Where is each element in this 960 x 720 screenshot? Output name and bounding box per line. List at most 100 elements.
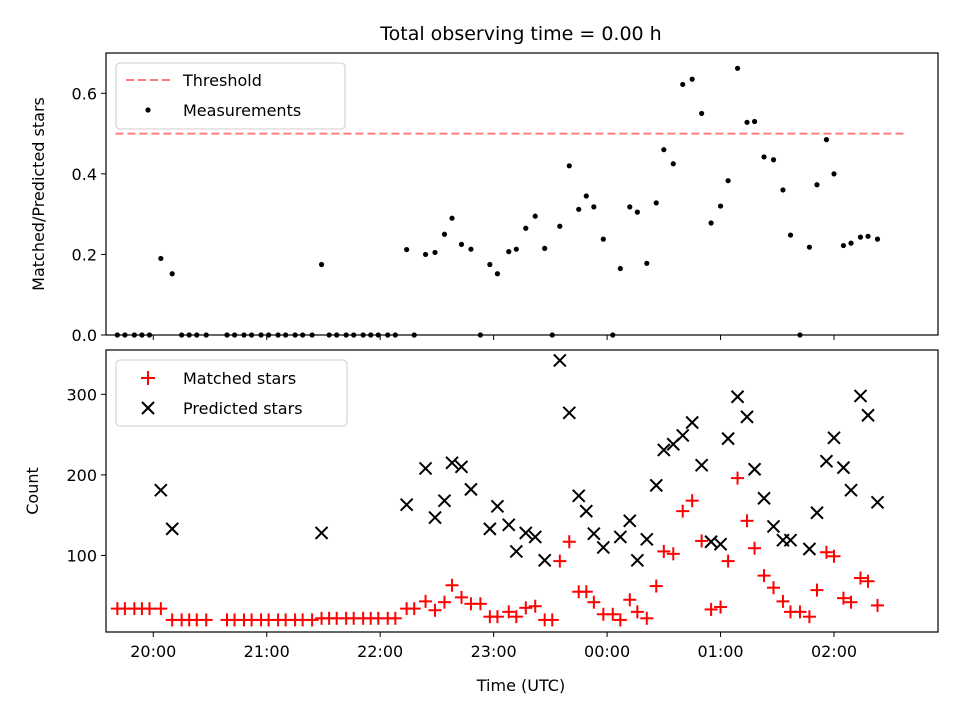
bottom-x-axis: 20:00 21:00 22:00 23:00 00:00 01:00 02:00: [130, 632, 857, 661]
measurement-point: [542, 245, 548, 251]
matched-star-point: [509, 610, 523, 624]
measurement-point: [761, 154, 767, 160]
matched-star-point: [579, 585, 593, 599]
measurement-point: [680, 81, 686, 88]
predicted-star-point: [861, 408, 875, 422]
predicted-star-point: [730, 390, 745, 404]
measurement-point: [169, 271, 175, 277]
measurement-point: [787, 232, 794, 238]
predicted-stars-legend-swatch: [141, 401, 155, 415]
predicted-star-point: [657, 443, 671, 457]
measurement-point: [708, 220, 714, 226]
bottom-legend-frame: [115, 359, 348, 427]
top-y-tick-label: 0.4: [72, 165, 97, 184]
bottom-x-tick-label: 21:00: [244, 642, 290, 661]
bottom-plot-area: [110, 353, 885, 627]
predicted-star-point: [165, 522, 179, 536]
bottom-y-tick-label: 300: [66, 385, 97, 404]
matched-star-point: [428, 603, 442, 617]
measurement-point: [523, 225, 529, 231]
predicted-star-point: [819, 454, 834, 468]
predicted-star-point: [613, 530, 628, 544]
predicted-star-point: [528, 530, 542, 544]
predicted-star-point: [579, 504, 593, 518]
measurement-point: [717, 203, 724, 209]
measurement-point: [441, 231, 448, 237]
measurement-point: [644, 260, 650, 266]
measurement-point: [458, 241, 465, 247]
measurement-point: [422, 251, 429, 258]
top-y-tick-label: 0.2: [72, 245, 97, 264]
predicted-stars-legend-label: Predicted stars: [183, 399, 303, 418]
measurement-point: [744, 119, 750, 125]
predicted-star-point: [464, 482, 478, 497]
matched-star-point: [740, 514, 754, 528]
top-plot-area: [114, 65, 906, 338]
measurement-point: [600, 236, 606, 242]
bottom-y-tick-label: 200: [66, 466, 97, 485]
top-legend: Threshold Measurements: [115, 62, 346, 130]
top-plot-frame: [105, 52, 939, 336]
matched-stars-legend-label: Matched stars: [183, 369, 296, 388]
predicted-star-point: [314, 526, 329, 540]
measurement-point: [627, 204, 633, 210]
matched-star-point: [819, 545, 833, 559]
matched-star-point: [454, 590, 468, 604]
top-y-tick-label: 0.6: [72, 84, 97, 103]
matched-star-point: [870, 598, 884, 612]
bottom-plot-frame: [105, 349, 939, 633]
predicted-star-point: [623, 514, 637, 528]
matched-star-point: [731, 471, 745, 485]
matched-star-point: [853, 571, 867, 585]
matched-star-point: [793, 605, 807, 619]
top-y-tick-label: 0.0: [72, 326, 97, 345]
bottom-x-tick-label: 02:00: [811, 642, 857, 661]
measurement-point: [806, 244, 813, 250]
measurement-point: [494, 271, 501, 277]
matched-star-point: [649, 579, 663, 593]
matched-star-point: [836, 591, 850, 605]
matched-star-point: [545, 613, 559, 627]
matched-star-point: [861, 574, 875, 588]
matched-star-point: [606, 607, 620, 621]
bottom-x-tick-label: 23:00: [471, 642, 517, 661]
measurement-point: [653, 200, 659, 206]
measurement-point: [404, 246, 410, 253]
measurement-point: [840, 242, 847, 249]
predicted-star-point: [740, 410, 754, 424]
top-legend-frame: [115, 62, 346, 130]
predicted-star-point: [853, 389, 868, 403]
predicted-star-point: [154, 483, 168, 497]
matched-star-point: [721, 554, 735, 568]
measurement-point: [814, 182, 820, 188]
measurement-point: [661, 147, 667, 153]
predicted-star-point: [694, 458, 709, 472]
bottom-legend: Matched stars Predicted stars: [115, 359, 348, 427]
matched-star-point: [676, 504, 690, 518]
matched-star-point: [766, 581, 780, 595]
matched-star-point: [553, 554, 567, 568]
measurement-point: [751, 118, 758, 125]
matched-star-point: [714, 600, 728, 614]
predicted-star-point: [537, 553, 552, 567]
top-y-axis-label: Matched/Predicted stars: [29, 97, 48, 291]
matched-star-point: [748, 541, 762, 555]
predicted-star-point: [676, 428, 690, 443]
predicted-star-point: [572, 489, 586, 503]
bottom-panel: 100 200 300 20:00 21:00 22:00 23:00 00:00 01:00…: [23, 349, 939, 695]
top-y-axis: 0.0 0.2 0.4 0.6: [72, 84, 106, 345]
predicted-star-point: [836, 460, 851, 475]
top-x-axis-ticks: [152, 335, 835, 340]
matched-star-point: [657, 544, 671, 558]
matched-star-point: [437, 595, 451, 609]
predicted-star-point: [640, 532, 654, 547]
matched-stars-legend-swatch: [141, 371, 155, 385]
predicted-star-point: [766, 519, 781, 534]
matched-star-point: [695, 534, 709, 548]
matched-star-point: [757, 569, 771, 583]
measurement-point: [634, 209, 640, 215]
matched-star-point: [623, 593, 637, 607]
measurement-point: [318, 261, 325, 268]
measurement-point: [576, 206, 582, 212]
